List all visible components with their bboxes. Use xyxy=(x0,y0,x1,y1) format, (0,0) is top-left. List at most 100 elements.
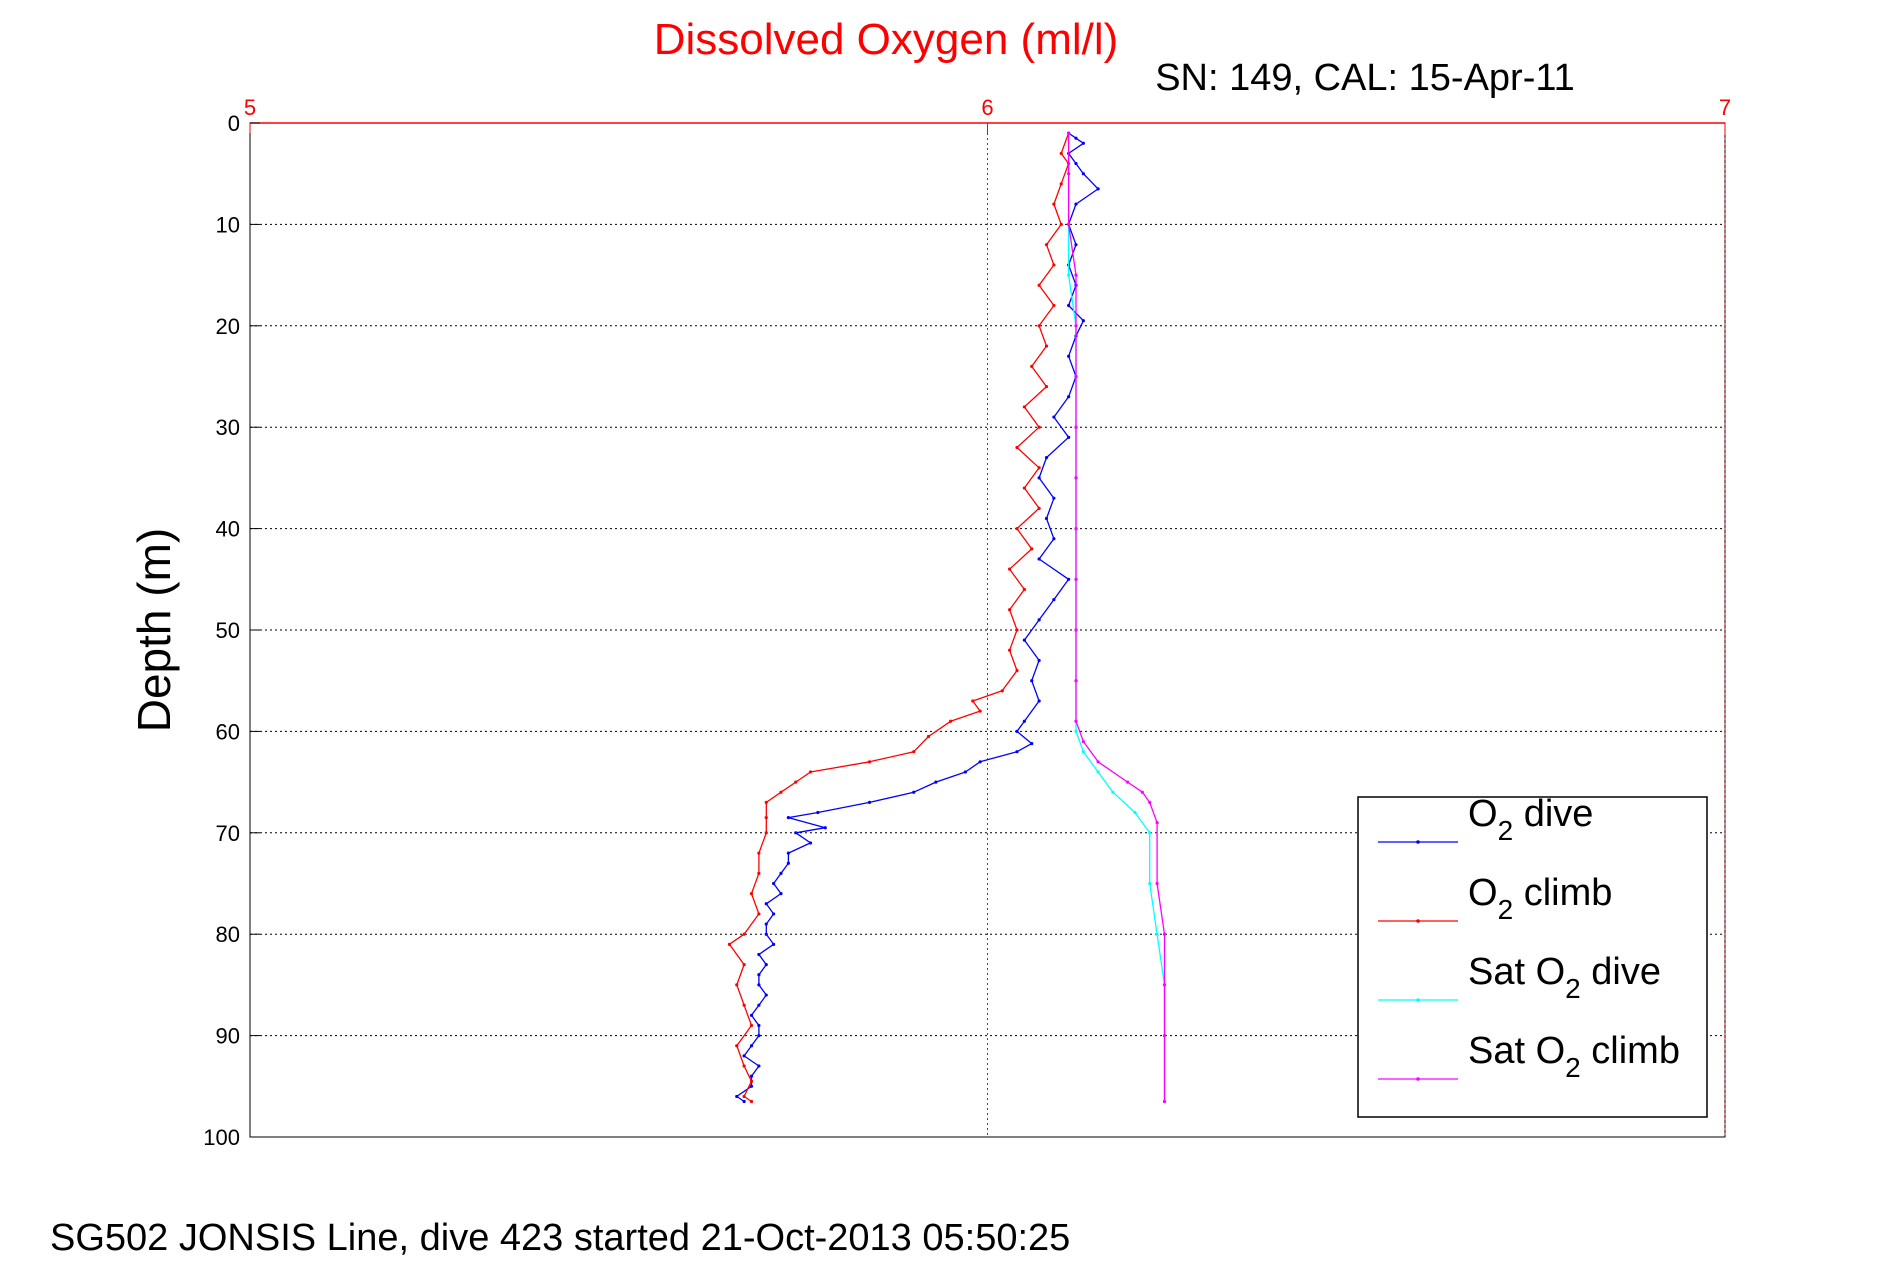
data-point-o2_dive xyxy=(794,831,798,835)
data-point-o2_dive xyxy=(1052,496,1056,500)
dive-info-footer: SG502 JONSIS Line, dive 423 started 21-O… xyxy=(50,1217,1070,1259)
data-point-sat_o2_climb xyxy=(1155,881,1159,886)
data-point-o2_dive xyxy=(978,760,982,764)
data-point-o2_dive xyxy=(772,912,776,916)
data-point-o2_climb xyxy=(1022,587,1026,592)
data-point-o2_dive xyxy=(1074,136,1078,140)
y-axis-label: Depth (m) xyxy=(128,528,180,732)
data-point-o2_climb xyxy=(749,892,754,896)
legend-box xyxy=(1357,796,1708,1118)
data-point-o2_climb xyxy=(779,790,783,794)
data-point-sat_o2_climb xyxy=(1074,719,1078,723)
series-line-sat_o2_climb xyxy=(1067,133,1166,1102)
data-point-o2_climb xyxy=(1000,689,1004,693)
data-point-o2_dive xyxy=(1052,537,1056,541)
data-point-o2_climb xyxy=(1052,202,1056,206)
data-point-sat_o2_dive xyxy=(1081,750,1085,754)
data-point-o2_climb xyxy=(742,963,746,967)
data-point-sat_o2_climb xyxy=(1148,800,1152,804)
data-point-o2_dive xyxy=(1037,476,1041,480)
data-point-sat_o2_climb xyxy=(1074,679,1078,683)
data-point-sat_o2_climb xyxy=(1074,628,1078,632)
data-point-sat_o2_dive xyxy=(1067,273,1071,277)
data-point-o2_climb xyxy=(764,800,768,804)
data-point-o2_climb xyxy=(1030,364,1034,368)
y-tick-label: 70 xyxy=(216,821,240,846)
grid-lines xyxy=(250,123,1725,1137)
data-point-o2_dive xyxy=(742,1054,746,1058)
legend-marker-sat_o2_dive xyxy=(1416,998,1420,1002)
data-point-o2_dive xyxy=(1081,172,1085,176)
data-point-sat_o2_climb xyxy=(1162,983,1167,987)
series-sat_o2_climb xyxy=(1067,131,1167,1104)
data-point-o2_climb xyxy=(735,983,739,987)
y-tick-label: 10 xyxy=(216,212,240,237)
y-tick-label: 100 xyxy=(203,1125,240,1150)
data-point-o2_dive xyxy=(1081,319,1085,323)
data-point-sat_o2_climb xyxy=(1162,932,1167,936)
x-tick-label: 7 xyxy=(1719,95,1731,120)
data-point-o2_dive xyxy=(786,815,790,820)
data-point-o2_dive xyxy=(1067,577,1071,581)
legend-label-subscript: 2 xyxy=(1498,894,1514,925)
data-point-o2_dive xyxy=(1052,415,1056,419)
data-point-o2_dive xyxy=(1037,658,1041,663)
data-point-o2_climb xyxy=(757,871,761,875)
data-point-o2_climb xyxy=(1008,608,1012,612)
data-point-sat_o2_climb xyxy=(1155,821,1159,825)
data-point-o2_climb xyxy=(1044,243,1049,247)
data-point-sat_o2_dive xyxy=(1111,790,1115,794)
data-point-sat_o2_climb xyxy=(1074,527,1078,531)
data-point-o2_climb xyxy=(1008,648,1012,652)
data-point-o2_dive xyxy=(1067,435,1071,439)
data-point-o2_climb xyxy=(1008,567,1012,571)
data-point-sat_o2_climb xyxy=(1067,222,1071,226)
data-point-o2_climb xyxy=(1037,466,1041,470)
data-point-o2_dive xyxy=(1030,679,1034,683)
data-point-sat_o2_dive xyxy=(1133,810,1137,815)
data-point-o2_climb xyxy=(757,851,761,855)
data-point-o2_climb xyxy=(749,1099,754,1104)
data-point-o2_climb xyxy=(757,912,761,916)
data-point-o2_climb xyxy=(1015,445,1019,450)
legend-item-o2_dive: O2 dive xyxy=(1378,793,1593,846)
data-point-o2_dive xyxy=(757,1023,761,1028)
legend-label-rest: dive xyxy=(1581,951,1661,993)
legend-item-sat_o2_climb: Sat O2 climb xyxy=(1378,1030,1680,1083)
data-point-o2_dive xyxy=(1044,516,1049,521)
data-point-o2_dive xyxy=(757,983,761,987)
data-point-o2_climb xyxy=(1022,486,1026,490)
legend-marker-o2_climb xyxy=(1416,919,1420,923)
calibration-label: SN: 149, CAL: 15-Apr-11 xyxy=(1155,57,1575,99)
data-point-o2_climb xyxy=(742,1003,746,1007)
legend-label-rest: climb xyxy=(1581,1030,1680,1072)
data-point-o2_climb xyxy=(808,770,813,774)
legend-label-o2_dive: O2 dive xyxy=(1468,793,1593,846)
data-point-o2_dive xyxy=(764,902,768,906)
data-point-sat_o2_dive xyxy=(1074,729,1078,734)
data-point-o2_dive xyxy=(1015,750,1019,754)
data-point-o2_dive xyxy=(779,892,783,896)
legend-label-rest: dive xyxy=(1513,793,1593,835)
data-point-o2_dive xyxy=(823,826,827,830)
data-point-sat_o2_climb xyxy=(1074,577,1078,581)
data-point-o2_dive xyxy=(757,973,761,977)
x-tick-label: 5 xyxy=(244,95,256,120)
data-point-sat_o2_dive xyxy=(1155,932,1159,936)
data-point-sat_o2_dive xyxy=(1148,831,1152,835)
legend-marker-o2_dive xyxy=(1416,840,1420,844)
x-axis-ticks: 5 6 7 xyxy=(244,95,1731,133)
data-point-o2_dive xyxy=(1022,719,1026,723)
legend-label-main: Sat O xyxy=(1468,951,1565,993)
data-point-o2_dive xyxy=(772,942,776,946)
legend-label-main: O xyxy=(1468,793,1498,835)
series-o2_dive xyxy=(735,131,1100,1104)
data-point-sat_o2_dive xyxy=(1096,770,1100,774)
data-point-o2_dive xyxy=(1037,618,1041,622)
data-point-o2_climb xyxy=(1059,151,1063,156)
data-point-sat_o2_climb xyxy=(1140,790,1144,794)
data-point-o2_climb xyxy=(1037,506,1041,510)
y-tick-label: 20 xyxy=(216,314,240,339)
data-point-o2_dive xyxy=(1067,303,1071,308)
